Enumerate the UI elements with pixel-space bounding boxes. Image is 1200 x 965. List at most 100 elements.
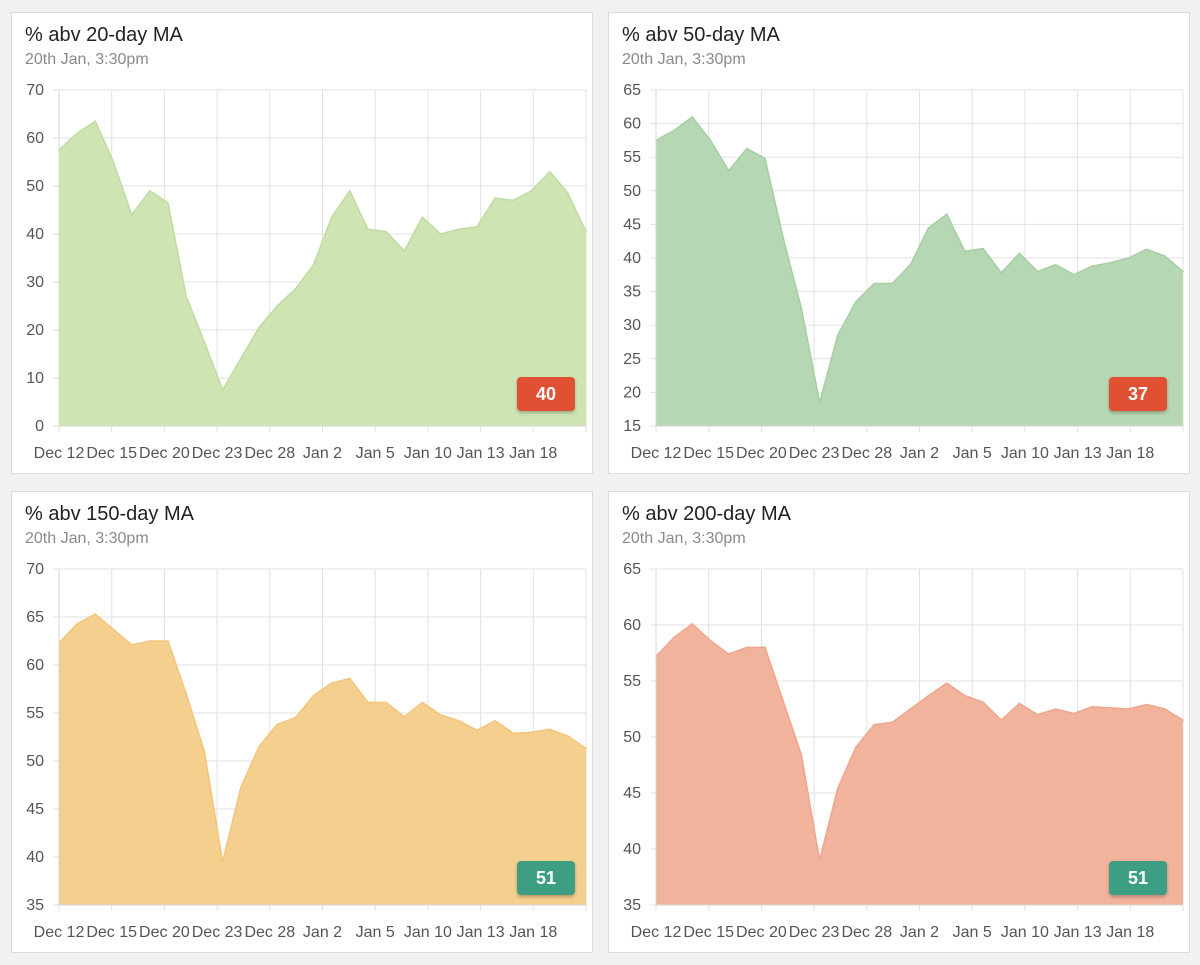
data-point xyxy=(782,237,784,239)
data-point xyxy=(494,197,496,199)
data-point xyxy=(1000,272,1003,274)
area-fill xyxy=(59,614,586,905)
data-point xyxy=(312,264,315,266)
y-tick-label: 40 xyxy=(623,841,641,858)
data-point xyxy=(239,358,242,360)
data-point xyxy=(239,787,242,789)
y-tick-label: 50 xyxy=(26,753,44,770)
x-tick-label: Dec 20 xyxy=(736,445,787,462)
data-point xyxy=(203,341,206,343)
y-tick-label: 50 xyxy=(26,178,44,195)
data-point xyxy=(709,139,712,142)
data-point xyxy=(585,230,587,233)
data-point xyxy=(403,716,406,718)
data-point xyxy=(746,646,748,649)
x-tick-label: Dec 15 xyxy=(683,445,734,462)
x-tick-label: Dec 23 xyxy=(192,445,243,462)
x-tick-label: Dec 28 xyxy=(841,445,892,462)
data-point xyxy=(691,116,694,118)
y-tick-label: 55 xyxy=(26,705,44,722)
x-tick-label: Jan 5 xyxy=(953,924,992,941)
y-tick-label: 30 xyxy=(26,274,44,291)
y-tick-label: 65 xyxy=(623,561,641,578)
data-point xyxy=(458,719,460,722)
x-tick-label: Dec 15 xyxy=(86,924,137,941)
data-point xyxy=(727,653,730,655)
data-point xyxy=(349,190,351,192)
y-tick-label: 35 xyxy=(623,897,641,914)
y-tick-label: 35 xyxy=(623,284,641,301)
data-point xyxy=(421,701,424,704)
data-point xyxy=(530,731,533,733)
data-point xyxy=(1164,708,1166,710)
data-point xyxy=(385,701,387,704)
y-tick-label: 50 xyxy=(623,729,641,746)
chart-timestamp: 20th Jan, 3:30pm xyxy=(622,530,746,547)
y-tick-label: 70 xyxy=(26,82,44,99)
data-point xyxy=(476,729,478,732)
y-tick-label: 20 xyxy=(623,384,641,401)
x-tick-label: Jan 18 xyxy=(1106,445,1154,462)
data-point xyxy=(276,305,278,307)
y-tick-label: 65 xyxy=(623,82,641,99)
current-value-badge: 51 xyxy=(517,861,575,895)
y-tick-label: 50 xyxy=(623,183,641,200)
series-line xyxy=(655,115,1184,403)
x-tick-label: Jan 2 xyxy=(900,445,939,462)
data-point xyxy=(927,227,930,229)
chart-title: % abv 20-day MA xyxy=(25,24,183,46)
chart-title: % abv 200-day MA xyxy=(622,503,791,525)
data-point xyxy=(330,216,333,218)
area-fill xyxy=(656,623,1183,905)
x-tick-label: Dec 15 xyxy=(86,445,137,462)
data-point xyxy=(891,721,893,724)
data-point xyxy=(1127,708,1130,710)
data-point xyxy=(1073,274,1075,276)
data-point xyxy=(130,214,133,216)
x-tick-label: Jan 13 xyxy=(457,445,505,462)
x-tick-label: Jan 5 xyxy=(356,445,395,462)
y-tick-label: 40 xyxy=(26,849,44,866)
y-tick-label: 45 xyxy=(623,216,641,233)
current-value-badge: 40 xyxy=(517,377,575,411)
y-tick-label: 70 xyxy=(26,561,44,578)
data-point xyxy=(1145,248,1148,251)
chart-card-50-day: % abv 50-day MA 20th Jan, 3:30pm 15 20 25 3… xyxy=(608,12,1190,474)
data-point xyxy=(458,228,460,230)
data-point xyxy=(367,701,369,704)
y-tick-label: 55 xyxy=(623,673,641,690)
data-point xyxy=(76,622,78,625)
data-point xyxy=(439,233,442,235)
chart-title: % abv 150-day MA xyxy=(25,503,194,525)
y-tick-label: 65 xyxy=(26,609,44,626)
data-point xyxy=(258,326,260,329)
x-tick-label: Dec 28 xyxy=(244,924,295,941)
data-point xyxy=(512,199,515,202)
data-point xyxy=(330,682,333,684)
x-tick-label: Jan 18 xyxy=(509,445,557,462)
x-tick-label: Dec 12 xyxy=(34,445,85,462)
data-point xyxy=(1109,261,1112,264)
y-tick-label: 60 xyxy=(623,617,641,634)
data-point xyxy=(1055,708,1057,710)
data-point xyxy=(1018,702,1021,705)
x-tick-label: Dec 23 xyxy=(192,924,243,941)
data-point xyxy=(855,300,857,303)
x-tick-label: Dec 20 xyxy=(139,924,190,941)
x-tick-label: Jan 10 xyxy=(404,924,452,941)
data-point xyxy=(1091,706,1093,708)
data-point xyxy=(312,694,315,697)
x-tick-label: Jan 5 xyxy=(953,445,992,462)
y-tick-label: 10 xyxy=(26,370,44,387)
data-point xyxy=(585,747,587,750)
data-point xyxy=(185,693,187,695)
area-chart-20-day: 0 10 20 30 40 50 60 70 Dec 12 Dec 15 Dec 20 Dec 23 D… xyxy=(26,82,587,462)
data-point xyxy=(512,732,515,734)
y-tick-label: 40 xyxy=(623,250,641,267)
x-tick-label: Dec 28 xyxy=(244,445,295,462)
x-tick-label: Jan 10 xyxy=(1001,445,1049,462)
data-point xyxy=(476,226,478,228)
y-tick-label: 60 xyxy=(623,116,641,133)
x-tick-label: Jan 18 xyxy=(1106,924,1154,941)
data-point xyxy=(112,161,115,163)
